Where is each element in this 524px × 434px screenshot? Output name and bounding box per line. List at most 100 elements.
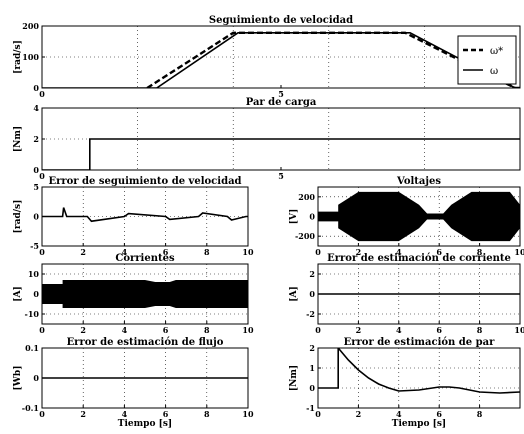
y-tick-label: -5 — [30, 241, 39, 251]
y-axis-label: [Nm] — [13, 126, 23, 152]
panel-2: 0 2 4 0 5 Par de carga [Nm] — [13, 97, 521, 181]
panel-title: Voltajes — [396, 176, 441, 187]
x-tick-label: 0 — [39, 171, 45, 181]
y-tick-label: 2 — [309, 343, 315, 353]
y-tick-label: 0 — [309, 212, 315, 222]
y-tick-label: 0.1 — [25, 343, 39, 353]
panel-title: Error de seguimiento de velocidad — [48, 176, 241, 187]
legend-box — [457, 35, 517, 85]
x-tick-label: 4 — [122, 409, 128, 419]
x-axis-label: Tiempo [s] — [118, 419, 172, 429]
y-tick-label: 2 — [33, 134, 39, 144]
x-tick-label: 8 — [204, 409, 210, 419]
y-axis-label: [A] — [289, 286, 299, 302]
y-axis-label: [rad/s] — [13, 200, 23, 234]
panel-title: Par de carga — [246, 97, 317, 108]
x-tick-label: 5 — [278, 171, 284, 181]
x-tick-label: 10 — [514, 325, 524, 335]
x-tick-label: 0 — [315, 409, 321, 419]
x-tick-label: 10 — [242, 247, 254, 257]
y-tick-label: 0 — [33, 212, 39, 222]
x-tick-label: 4 — [122, 325, 128, 335]
series-envelope — [42, 280, 248, 308]
y-tick-label: -0.1 — [22, 403, 39, 413]
y-axis-label: [V] — [289, 209, 299, 225]
series-line-2 — [42, 32, 520, 88]
y-tick-label: 0 — [33, 165, 39, 175]
x-tick-label: 2 — [80, 247, 86, 257]
x-tick-label: 4 — [122, 247, 128, 257]
legend-entry: ω* — [490, 46, 503, 57]
y-tick-label: -10 — [25, 309, 40, 319]
x-tick-label: 4 — [396, 409, 402, 419]
y-tick-label: 0 — [33, 83, 39, 93]
plot-frame — [317, 347, 521, 409]
y-axis-label: [rad/s] — [13, 40, 23, 74]
x-tick-label: 4 — [396, 247, 402, 257]
y-tick-label: 100 — [22, 52, 39, 62]
x-tick-label: 4 — [396, 325, 402, 335]
plot-area — [42, 26, 520, 88]
y-tick-label: 0 — [33, 289, 39, 299]
x-tick-label: 6 — [436, 409, 442, 419]
x-tick-label: 8 — [204, 325, 210, 335]
x-axis-label: Tiempo [s] — [392, 419, 446, 429]
y-tick-label: 5 — [33, 182, 39, 192]
x-tick-label: 8 — [477, 409, 483, 419]
series-line-1 — [318, 348, 520, 394]
series-line-1 — [42, 207, 248, 223]
x-tick-label: 2 — [356, 325, 362, 335]
x-tick-label: 0 — [315, 247, 321, 257]
x-tick-label: 2 — [80, 325, 86, 335]
y-tick-label: 0 — [33, 373, 39, 383]
series-envelope — [318, 191, 520, 242]
x-tick-label: 0 — [315, 325, 321, 335]
plot-area — [318, 348, 520, 408]
x-tick-label: 2 — [80, 409, 86, 419]
x-tick-label: 0 — [39, 247, 45, 257]
panel-5: -10 0 10 0 2 4 6 8 10 Corrientes [A] — [13, 253, 254, 335]
y-tick-label: 1 — [309, 363, 315, 373]
x-tick-label: 10 — [514, 247, 524, 257]
x-tick-label: 6 — [436, 247, 442, 257]
series-line-1 — [42, 138, 520, 170]
y-tick-label: 10 — [28, 269, 40, 279]
panel-title: Corrientes — [115, 253, 175, 264]
x-tick-label: 6 — [163, 409, 169, 419]
x-tick-label: 0 — [39, 325, 45, 335]
x-tick-label: 2 — [356, 247, 362, 257]
x-tick-label: 10 — [242, 325, 254, 335]
y-tick-label: 0 — [309, 383, 315, 393]
y-tick-label: -200 — [295, 231, 315, 241]
x-tick-label: 6 — [163, 325, 169, 335]
y-axis-label: [Wb] — [13, 366, 23, 391]
y-axis-label: [Nm] — [289, 365, 299, 391]
y-tick-label: -2 — [306, 309, 315, 319]
y-tick-label: 200 — [22, 21, 39, 31]
y-tick-label: -1 — [306, 403, 315, 413]
y-axis-label: [A] — [13, 286, 23, 302]
y-tick-label: 2 — [309, 269, 315, 279]
panel-title: Error de estimación de par — [344, 337, 496, 348]
y-tick-label: 0 — [309, 289, 315, 299]
x-tick-label: 8 — [204, 247, 210, 257]
legend-entry: ω — [490, 66, 498, 77]
panel-title: Error de estimación de flujo — [67, 337, 224, 348]
panel-title: Error de estimación de corriente — [327, 253, 511, 264]
x-tick-label: 0 — [39, 409, 45, 419]
x-tick-label: 8 — [477, 325, 483, 335]
y-tick-label: 200 — [298, 192, 315, 202]
y-tick-label: 4 — [33, 103, 39, 113]
panel-1: 0 100 200 0 5 Seguimiento de velocidad [rad/s]… — [13, 15, 521, 99]
x-tick-label: 5 — [278, 89, 284, 99]
x-tick-label: 6 — [163, 247, 169, 257]
x-tick-label: 0 — [39, 89, 45, 99]
x-tick-label: 10 — [242, 409, 254, 419]
x-tick-label: 2 — [356, 409, 362, 419]
